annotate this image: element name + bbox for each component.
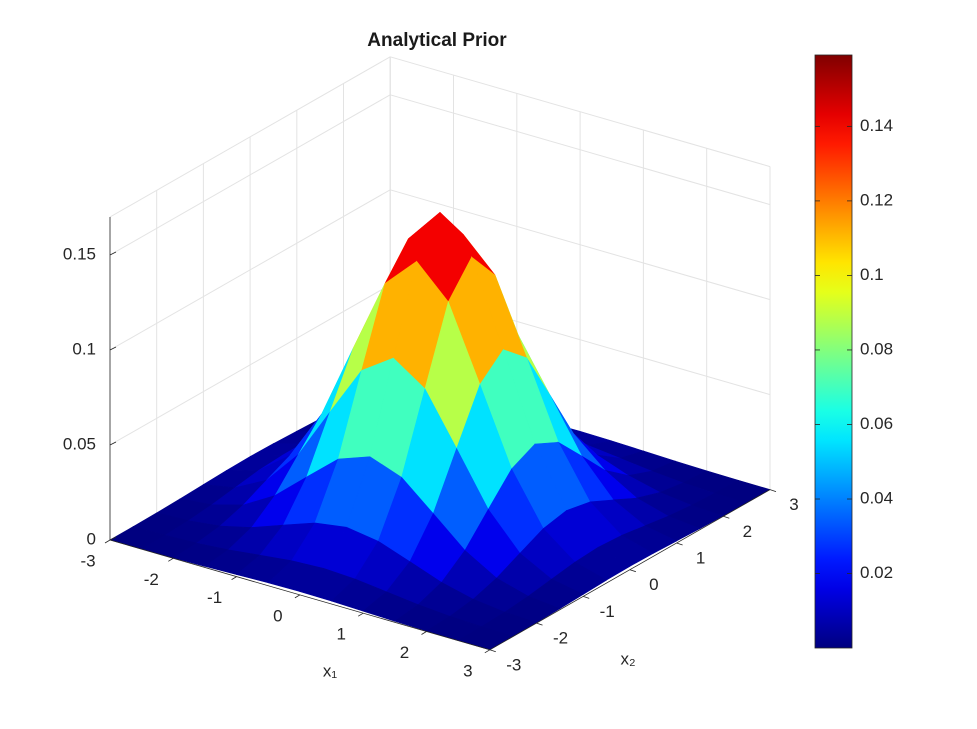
x-tick-label: 3 xyxy=(463,661,472,680)
z-tick xyxy=(109,251,117,256)
colorbar-tick-label: 0.12 xyxy=(860,190,893,209)
z-tick-label: 0.1 xyxy=(72,339,96,358)
y-tick xyxy=(676,542,683,546)
grid-line xyxy=(109,189,391,351)
axes: 0 0.05 0.1 0.15 -3 -2 -1 0 1 2 3 -3 -2 -1 0 1 2 3 xyxy=(63,217,799,680)
z-tick-label: 0.05 xyxy=(63,434,96,453)
x-tick xyxy=(168,557,174,562)
y-tick-label: 1 xyxy=(696,548,705,567)
y-tick-label: 3 xyxy=(789,495,798,514)
grid-line xyxy=(109,94,391,256)
colorbar xyxy=(814,54,853,649)
colorbar-tick-label: 0.14 xyxy=(860,116,893,135)
colorbar-tick-label: 0.1 xyxy=(860,265,884,284)
y-tick xyxy=(723,515,730,519)
y-tick xyxy=(489,649,496,653)
y-tick xyxy=(536,622,543,626)
y-tick-label: -2 xyxy=(553,629,568,648)
x-tick xyxy=(421,631,427,635)
x-tick xyxy=(294,594,301,599)
x-axis-label: x₁ xyxy=(323,661,338,680)
x-tick xyxy=(484,649,491,654)
y-axis-label: x₂ xyxy=(620,649,635,668)
x-tick-label: 2 xyxy=(400,643,409,662)
surface xyxy=(109,211,771,651)
colorbar-tick-label: 0.06 xyxy=(860,414,893,433)
y-tick xyxy=(629,569,637,573)
grid-line xyxy=(390,94,771,206)
y-tick xyxy=(583,596,590,599)
colorbar-tick-label: 0.08 xyxy=(860,339,893,358)
chart-title: Analytical Prior xyxy=(367,30,507,51)
z-tick xyxy=(109,536,117,541)
y-tick-label: 2 xyxy=(743,522,752,541)
grid-line xyxy=(390,189,771,301)
colorbar-tick-label: 0.02 xyxy=(860,563,893,582)
colorbar-tick-label: 0.04 xyxy=(860,488,893,507)
x-tick xyxy=(357,612,364,617)
z-tick xyxy=(109,346,117,351)
z-tick-label: 0.15 xyxy=(63,244,96,263)
x-tick xyxy=(231,576,237,580)
colorbar-ticks: 0.02 0.04 0.06 0.08 0.1 0.12 0.14 xyxy=(815,116,893,582)
grid-line xyxy=(109,284,391,446)
x-tick-label: 0 xyxy=(273,606,282,625)
z-tick-label: 0 xyxy=(87,529,96,548)
y-tick xyxy=(769,489,777,492)
y-tick-label: -3 xyxy=(506,655,521,674)
y-tick-label: -1 xyxy=(600,602,615,621)
y-tick-label: 0 xyxy=(649,575,658,594)
x-tick-label: 1 xyxy=(336,625,345,644)
z-tick xyxy=(109,441,117,446)
x-tick-label: -1 xyxy=(207,588,222,607)
x-tick xyxy=(104,539,111,544)
x-tick-label: -3 xyxy=(80,551,95,570)
x-tick-label: -2 xyxy=(144,570,159,589)
